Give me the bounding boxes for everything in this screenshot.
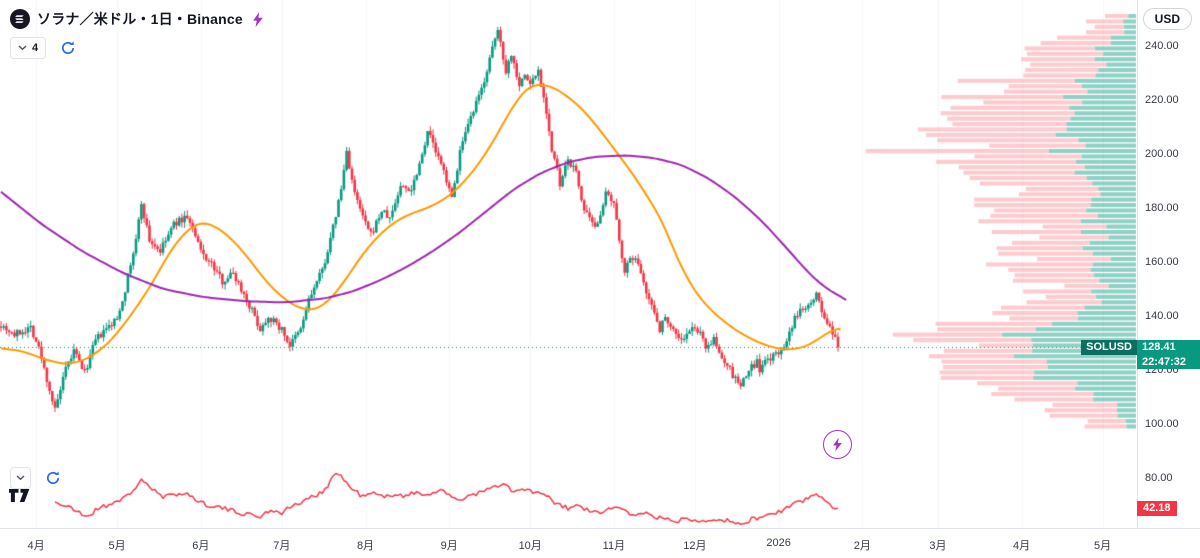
time-axis-label: 5月 (108, 540, 126, 552)
lightning-icon (833, 437, 842, 452)
time-axis-label: 4月 (1013, 540, 1031, 552)
indicator-value-badge: 42.18 (1137, 501, 1177, 516)
solana-logo-icon (10, 9, 30, 29)
time-axis-label: 6月 (192, 540, 210, 552)
time-axis-label: 9月 (440, 540, 458, 552)
time-axis-label: 11月 (602, 540, 626, 552)
time-axis-label: 2月 (853, 540, 871, 552)
chart-title[interactable]: ソラナ／米ドル・1日・Binance (37, 11, 243, 27)
legend-count: 4 (32, 42, 39, 54)
price-axis-label: 220.00 (1145, 94, 1179, 106)
refresh-icon[interactable] (60, 40, 76, 56)
time-axis-label: 8月 (356, 540, 375, 552)
tradingview-logo[interactable] (9, 487, 32, 504)
boost-icon[interactable] (252, 11, 264, 27)
time-axis-label: 10月 (518, 540, 542, 552)
indicator-collapse-button[interactable] (10, 467, 31, 489)
time-axis-label: 7月 (273, 540, 291, 552)
price-tag-value: 128.41 (1137, 340, 1200, 355)
time-axis-label: 12月 (683, 540, 707, 552)
price-tag: SOLUSD 128.41 22:47:32 (1081, 340, 1200, 369)
time-axis-label: 5月 (1094, 540, 1112, 552)
main-pane-legend: 4 (10, 37, 76, 59)
lightning-button[interactable] (823, 430, 852, 459)
indicator-pane-legend (10, 467, 61, 489)
price-axis-label: 180.00 (1145, 202, 1179, 214)
time-axis-label: 2026 (766, 537, 791, 549)
chevron-down-icon (16, 475, 25, 481)
currency-toggle-button[interactable]: USD (1142, 8, 1192, 30)
price-axis-label: 140.00 (1145, 310, 1179, 322)
price-axis-label: 80.00 (1145, 472, 1173, 484)
price-axis-label: 100.00 (1145, 418, 1179, 430)
chevron-down-icon (18, 45, 27, 51)
time-axis-label: 3月 (929, 540, 947, 552)
time-axis-label: 4月 (27, 540, 45, 552)
price-axis-label: 200.00 (1145, 148, 1179, 160)
time-axis[interactable]: 4月 5月 6月 7月 8月 9月 10月 11月 12月 2026 2月 3月 4月 5月 (0, 528, 1200, 558)
chart-header: ソラナ／米ドル・1日・Binance (10, 9, 264, 29)
price-axis-label: 160.00 (1145, 256, 1179, 268)
legend-collapse-button[interactable]: 4 (10, 37, 47, 59)
price-axis-label: 240.00 (1145, 40, 1179, 52)
indicator-refresh-icon[interactable] (45, 470, 61, 486)
price-tag-countdown: 22:47:32 (1137, 355, 1200, 369)
price-tag-symbol: SOLUSD (1081, 340, 1137, 355)
price-axis[interactable]: 240.00 220.00 200.00 180.00 160.00 140.00 120.… (1137, 0, 1200, 528)
